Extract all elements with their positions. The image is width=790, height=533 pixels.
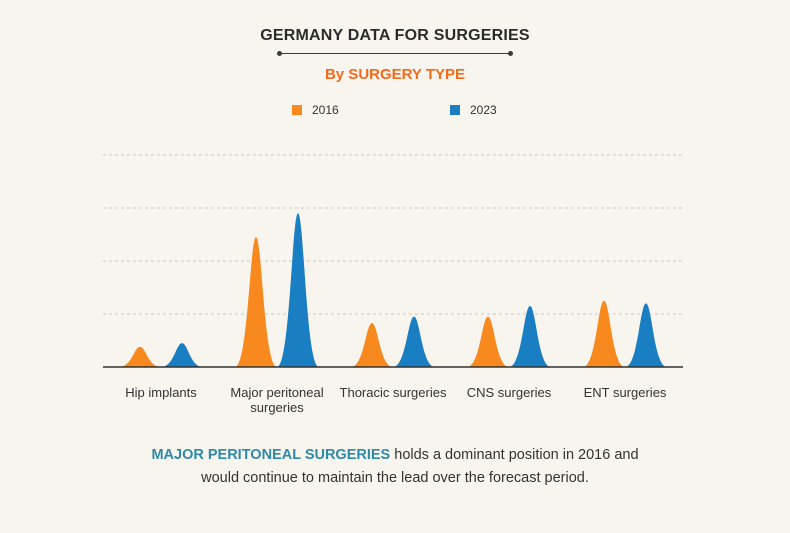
footer-line-1: MAJOR PERITONEAL SURGERIES holds a domin… bbox=[0, 444, 790, 467]
peak-2023-0 bbox=[161, 343, 203, 367]
x-tick-label: ENT surgeries bbox=[584, 385, 667, 400]
legend-label-2016: 2016 bbox=[312, 103, 339, 117]
peak-2016-3 bbox=[467, 316, 509, 367]
legend-swatch-2023 bbox=[450, 105, 460, 115]
peak-2016-4 bbox=[583, 300, 625, 367]
x-tick-label: Thoracic surgeries bbox=[340, 385, 447, 400]
x-tick-label: Hip implants bbox=[125, 385, 197, 400]
peak-2016-1 bbox=[235, 237, 277, 367]
divider-dot-right bbox=[508, 51, 513, 56]
chart-title: GERMANY DATA FOR SURGERIES bbox=[260, 27, 530, 44]
footer-line-1-text: holds a dominant position in 2016 and bbox=[390, 447, 639, 463]
peak-2016-0 bbox=[119, 346, 161, 367]
footer-line-2: would continue to maintain the lead over… bbox=[201, 470, 589, 486]
peak-2023-1 bbox=[277, 213, 319, 367]
peak-2016-2 bbox=[351, 323, 393, 367]
legend-item-2016: 2016 bbox=[292, 103, 339, 117]
chart-subtitle: By SURGERY TYPE bbox=[324, 66, 466, 83]
footer-highlight: MAJOR PERITONEAL SURGERIES bbox=[151, 447, 391, 463]
peak-2023-3 bbox=[509, 306, 551, 367]
legend-item-2023: 2023 bbox=[450, 103, 497, 117]
legend: 2016 2023 bbox=[0, 103, 790, 121]
peak-2023-4 bbox=[625, 303, 667, 367]
chart-plot: Hip implants Major peritoneal surgeries Tho… bbox=[103, 154, 683, 415]
title-divider bbox=[277, 51, 513, 56]
x-tick-label: CNS surgeries bbox=[467, 385, 552, 400]
legend-label-2023: 2023 bbox=[470, 103, 497, 117]
divider-dot-left bbox=[277, 51, 282, 56]
peak-2023-2 bbox=[393, 316, 435, 367]
legend-swatch-2016 bbox=[292, 105, 302, 115]
footer-note: MAJOR PERITONEAL SURGERIES holds a domin… bbox=[0, 444, 790, 490]
x-tick-label: Major peritoneal surgeries bbox=[230, 385, 323, 415]
